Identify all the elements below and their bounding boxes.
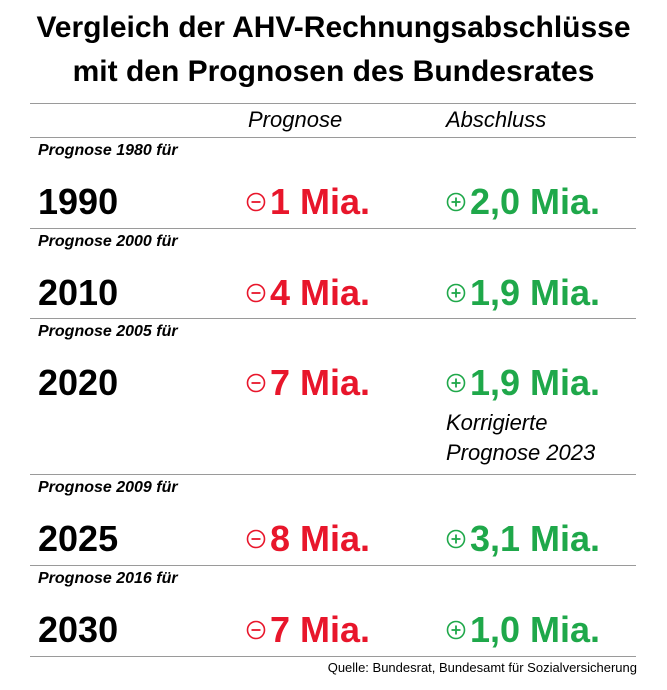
divider [30,228,636,229]
abschluss-text: 1,9 Mia. [470,272,601,313]
note-line-2: Prognose 2023 [446,440,596,465]
row-label: Prognose 2016 für [38,570,178,587]
prognose-text: 4 Mia. [270,272,371,313]
title-line-2: mit den Prognosen des Bundesrates [72,55,595,88]
note-line-1: Korrigierte [446,410,548,435]
abschluss-text: 2,0 Mia. [470,181,601,222]
divider [30,318,636,319]
column-header-prognose: Prognose [248,107,343,132]
prognose-text: 8 Mia. [270,518,371,559]
minus-circle-icon [246,192,266,212]
prognose-value: 4 Mia. [246,273,370,313]
minus-circle-icon [246,283,266,303]
divider [30,103,636,104]
abschluss-value: 1,9 Mia. [446,273,600,313]
divider [30,137,636,138]
row-year: 1990 [38,181,119,222]
abschluss-text: 1,0 Mia. [470,609,601,650]
prognose-text: 1 Mia. [270,181,371,222]
plus-circle-icon [446,620,466,640]
table-row: Prognose 2000 für 2010 4 Mia. 1,9 Mia. [0,229,667,319]
table-row: Prognose 2005 für 2020 7 Mia. 1,9 Mia. [0,319,667,409]
prognose-value: 1 Mia. [246,182,370,222]
row-year: 2025 [38,518,119,559]
prognose-value: 7 Mia. [246,610,370,650]
table-row: Prognose 2009 für 2025 8 Mia. 3,1 Mia. [0,475,667,565]
row-year: 2020 [38,362,119,403]
abschluss-value: 3,1 Mia. [446,519,600,559]
row-year: 2030 [38,609,119,650]
abschluss-value: 2,0 Mia. [446,182,600,222]
row-label: Prognose 1980 für [38,142,178,159]
divider [30,474,636,475]
divider [30,656,636,657]
minus-circle-icon [246,620,266,640]
prognose-value: 7 Mia. [246,363,370,403]
abschluss-text: 1,9 Mia. [470,362,601,403]
minus-circle-icon [246,529,266,549]
table-row: Prognose 1980 für 1990 1 Mia. 2,0 Mia. [0,138,667,228]
plus-circle-icon [446,529,466,549]
row-label: Prognose 2000 für [38,233,178,250]
plus-circle-icon [446,373,466,393]
table-row: Prognose 2016 für 2030 7 Mia. 1,0 Mia. [0,566,667,656]
title-line-1: Vergleich der AHV-Rechnungsabschlüsse [36,11,631,44]
plus-circle-icon [446,283,466,303]
column-header-abschluss: Abschluss [446,107,547,132]
row-year: 2010 [38,272,119,313]
divider [30,565,636,566]
correction-note: Korrigierte Prognose 2023 [446,408,595,468]
minus-circle-icon [246,373,266,393]
plus-circle-icon [446,192,466,212]
prognose-text: 7 Mia. [270,609,371,650]
prognose-text: 7 Mia. [270,362,371,403]
source-note: Quelle: Bundesrat, Bundesamt für Sozialv… [327,660,637,675]
row-label: Prognose 2005 für [38,323,178,340]
page-title: Vergleich der AHV-Rechnungsabschlüsse mi… [0,6,667,94]
abschluss-value: 1,0 Mia. [446,610,600,650]
prognose-value: 8 Mia. [246,519,370,559]
abschluss-value: 1,9 Mia. [446,363,600,403]
row-label: Prognose 2009 für [38,479,178,496]
abschluss-text: 3,1 Mia. [470,518,601,559]
